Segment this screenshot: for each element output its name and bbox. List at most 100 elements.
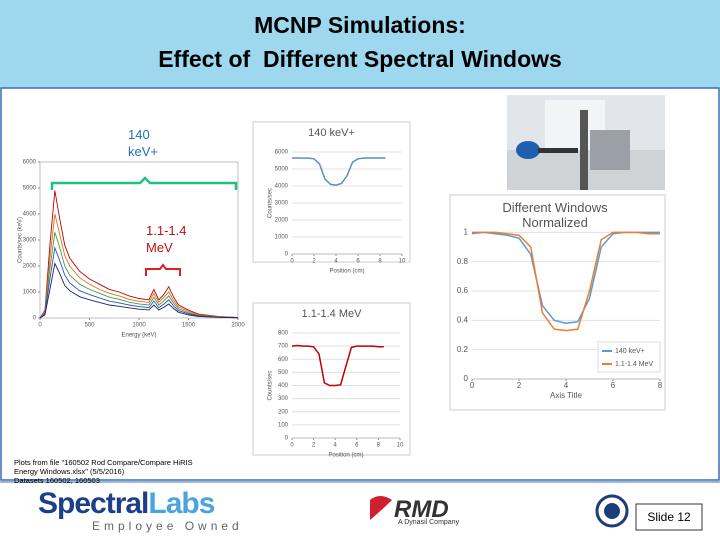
- seal-center: [604, 503, 620, 519]
- photo: [507, 95, 665, 190]
- chart-frame: [252, 302, 411, 456]
- y-tick-label: 5000: [23, 186, 37, 192]
- logo-tagline: Employee Owned: [92, 519, 243, 533]
- y-tick-label: 4000: [275, 184, 289, 190]
- y-tick-label: 200: [278, 409, 289, 415]
- content-frame: [0, 87, 720, 481]
- x-tick-label: 6: [611, 381, 616, 390]
- caption-line: Energy Windows.xlsx" (5/5/2016): [14, 467, 125, 476]
- bracket-140: [50, 176, 238, 190]
- y-tick-label: 1000: [23, 290, 37, 296]
- y-tick-label: 100: [278, 422, 289, 428]
- x-tick-label: 8: [377, 443, 381, 449]
- annotation: 140 keV+: [128, 127, 158, 159]
- x-axis-label: Position (cm): [328, 453, 363, 459]
- y-tick-label: 600: [278, 357, 289, 363]
- caption-line: Plots from file "160502 Rod Compare/Comp…: [14, 458, 193, 467]
- series-line: [39, 261, 239, 319]
- slide-title: MCNP Simulations: Effect of Different Sp…: [0, 8, 720, 76]
- series-line: [39, 232, 239, 319]
- slide-number-box: [635, 503, 703, 531]
- legend-box: [597, 341, 661, 373]
- series-line: [471, 231, 660, 332]
- legend-label: 1.1-1.4 MeV: [615, 361, 653, 368]
- x-tick-label: 4: [334, 443, 338, 449]
- spectral-logo: SpectralLabs: [38, 487, 215, 520]
- chart-title: Different Windows Normalized: [502, 200, 608, 230]
- annotation: 1.1-1.4 MeV: [146, 223, 187, 255]
- x-tick-label: 6: [355, 443, 359, 449]
- y-tick-label: 700: [278, 344, 289, 350]
- series-line: [39, 213, 239, 319]
- chart-title: 140 keV+: [308, 127, 355, 139]
- x-axis-label: Position (cm): [329, 269, 364, 275]
- plot-frame: [39, 161, 239, 319]
- caption: Plots from file "160502 Rod Compare/Comp…: [14, 458, 193, 485]
- y-tick-label: 4000: [23, 212, 37, 218]
- y-tick-label: 6000: [23, 160, 37, 166]
- y-tick-label: 0.4: [457, 315, 469, 324]
- x-tick-label: 1500: [182, 323, 196, 329]
- y-tick-label: 0: [285, 252, 289, 258]
- y-tick-label: 1: [464, 227, 469, 236]
- chart-frame: [252, 121, 411, 263]
- rmd-logo: RMD: [394, 496, 449, 523]
- x-tick-label: 0: [38, 323, 42, 329]
- y-axis-label: Counts/sec: [268, 370, 274, 400]
- y-tick-label: 0.2: [457, 345, 469, 354]
- x-tick-label: 0: [290, 443, 294, 449]
- x-tick-label: 8: [378, 259, 382, 265]
- y-tick-label: 400: [278, 383, 289, 389]
- x-tick-label: 4: [334, 259, 338, 265]
- title-line: MCNP Simulations:: [254, 12, 466, 38]
- title-line: Effect of Different Spectral Windows: [158, 46, 562, 72]
- chart-frame: [449, 194, 666, 411]
- logo-text: Spectral: [38, 487, 149, 520]
- header-band: [0, 0, 720, 88]
- caption-line: Datasets 160502, 160503: [14, 476, 100, 485]
- y-tick-label: 800: [278, 331, 289, 337]
- x-tick-label: 2: [312, 443, 316, 449]
- slide-number: Slide 12: [647, 510, 691, 524]
- legend-label: 140 keV+: [615, 348, 645, 355]
- series-line: [39, 246, 239, 319]
- x-tick-label: 0: [290, 259, 294, 265]
- series-line: [291, 344, 384, 387]
- logo-text: Labs: [148, 487, 215, 520]
- x-tick-label: 1000: [132, 323, 146, 329]
- x-tick-label: 8: [658, 381, 663, 390]
- series-line: [292, 157, 386, 186]
- x-tick-label: 4: [564, 381, 569, 390]
- x-tick-label: 0: [470, 381, 475, 390]
- y-tick-label: 0: [285, 436, 289, 442]
- x-tick-label: 2: [312, 259, 316, 265]
- x-tick-label: 2000: [231, 323, 245, 329]
- y-tick-label: 0: [464, 374, 469, 383]
- x-tick-label: 10: [397, 443, 404, 449]
- x-tick-label: 2: [517, 381, 522, 390]
- x-tick-label: 6: [356, 259, 360, 265]
- y-tick-label: 0.6: [457, 286, 469, 295]
- rmd-swoosh: [370, 496, 392, 520]
- y-tick-label: 1000: [275, 235, 289, 241]
- series-line: [39, 190, 239, 319]
- y-axis-label: Counts/sec (keV): [18, 217, 24, 263]
- x-axis-label: Axis Title: [550, 391, 583, 400]
- bracket-mev: [145, 263, 181, 276]
- chart-title: 1.1-1.4 MeV: [301, 308, 362, 320]
- y-tick-label: 2000: [23, 264, 37, 270]
- y-tick-label: 3000: [23, 238, 37, 244]
- y-tick-label: 500: [278, 370, 289, 376]
- y-tick-label: 3000: [275, 201, 289, 207]
- x-tick-label: 10: [399, 259, 406, 265]
- x-tick-label: 500: [84, 323, 95, 329]
- y-tick-label: 0: [33, 316, 37, 322]
- y-tick-label: 300: [278, 396, 289, 402]
- x-axis-label: Energy (keV): [121, 333, 156, 339]
- y-tick-label: 6000: [275, 150, 289, 156]
- y-axis-label: Counts/sec: [268, 188, 274, 218]
- y-tick-label: 2000: [275, 218, 289, 224]
- y-tick-label: 5000: [275, 167, 289, 173]
